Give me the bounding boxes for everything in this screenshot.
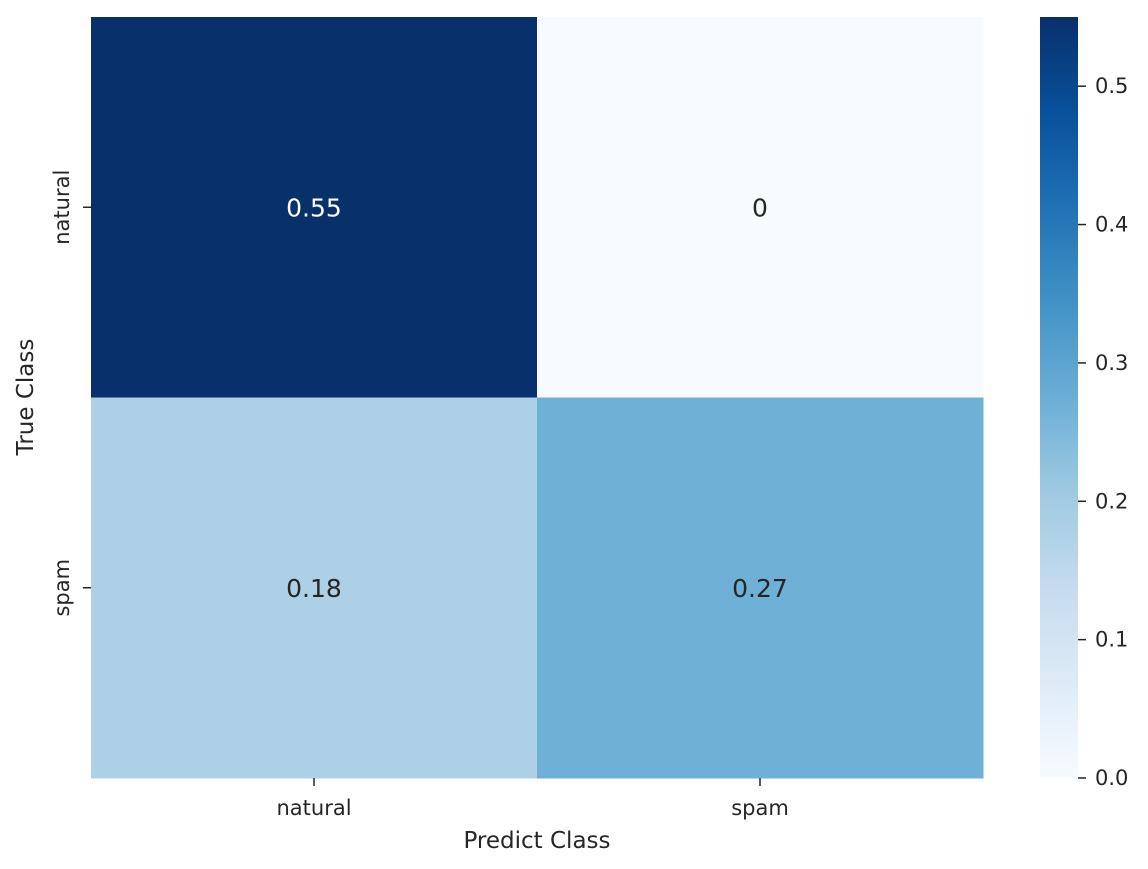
- colorbar-tick-label: 0.3: [1095, 351, 1128, 375]
- heatmap-cell: [91, 17, 538, 398]
- heatmap-cell: [537, 397, 984, 779]
- x-axis-label: Predict Class: [463, 828, 610, 854]
- colorbar-tick-label: 0.4: [1095, 213, 1128, 237]
- y-axis-ticks: natural spam: [50, 170, 91, 617]
- x-axis-ticks: natural spam: [276, 778, 789, 820]
- colorbar-tick-label: 0.0: [1095, 766, 1128, 790]
- colorbar-tick-label: 0.5: [1095, 74, 1128, 98]
- colorbar-tick-label: 0.2: [1095, 489, 1128, 513]
- cell-value-label: 0.18: [286, 574, 342, 603]
- cell-value-label: 0.55: [286, 193, 342, 222]
- colorbar-ticks: 0.0 0.1 0.2 0.3 0.4 0.5: [1078, 74, 1128, 790]
- heatmap-cells: [91, 17, 984, 779]
- heatmap-cell-labels: 0.55 0 0.18 0.27: [286, 193, 788, 603]
- heatmap-cell: [91, 397, 538, 779]
- x-tick-label: natural: [276, 796, 351, 820]
- cell-value-label: 0: [752, 193, 768, 222]
- colorbar: [1040, 17, 1078, 778]
- x-tick-label: spam: [731, 796, 789, 820]
- y-axis-label: True Class: [13, 339, 39, 457]
- y-tick-label: natural: [50, 170, 74, 245]
- heatmap-cell: [537, 17, 984, 398]
- y-tick-label: spam: [50, 559, 74, 617]
- cell-value-label: 0.27: [732, 574, 788, 603]
- colorbar-tick-label: 0.1: [1095, 628, 1128, 652]
